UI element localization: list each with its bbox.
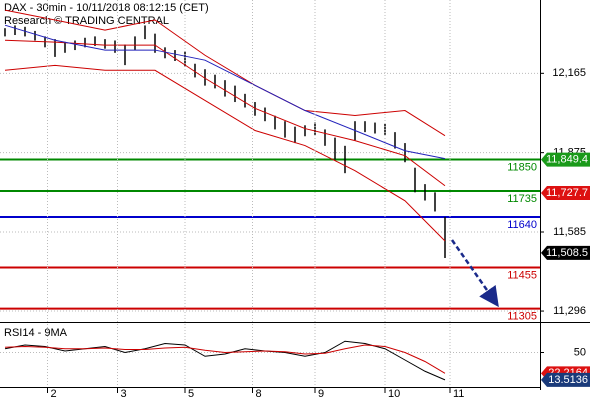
- chart-subtitle: Research © TRADING CENTRAL: [4, 15, 169, 27]
- level-label: 11735: [507, 193, 537, 205]
- y-tick-label: 12,165: [552, 67, 586, 79]
- level-label: 11455: [507, 269, 537, 281]
- price-box: [541, 245, 590, 260]
- rsi-title: RSI14 - 9MA: [4, 327, 68, 339]
- x-tick-label: 2: [51, 388, 57, 400]
- price-box-label: 11,508.5: [546, 247, 588, 259]
- price-box-label: 11,727.7: [546, 187, 588, 199]
- y-tick-label: 11,585: [553, 226, 586, 238]
- chart-title: DAX - 30min - 10/11/2018 08:12:15 (CET): [4, 2, 209, 14]
- series-line: [4, 9, 446, 137]
- y-tick-label: 11,296: [553, 305, 586, 317]
- x-tick-label: 8: [256, 388, 262, 400]
- x-tick-label: 9: [318, 388, 324, 400]
- price-box: [541, 185, 590, 200]
- level-label: 11305: [507, 311, 537, 323]
- price-box-label: 11,849.4: [546, 154, 588, 166]
- price-box: [541, 152, 590, 167]
- series-line: [4, 39, 446, 187]
- x-tick-label: 3: [121, 388, 127, 400]
- y-tick-label: 50: [574, 346, 586, 358]
- x-tick-label: 11: [453, 388, 464, 400]
- level-label: 11640: [507, 219, 537, 231]
- x-tick-label: 10: [388, 388, 400, 400]
- series-line: [4, 64, 446, 242]
- series-line: [4, 344, 446, 374]
- series-line: [4, 24, 446, 160]
- forecast-arrow: [450, 239, 499, 308]
- price-box: [541, 372, 590, 387]
- x-tick-label: 5: [188, 388, 194, 400]
- price-box-label: 13.5136: [548, 374, 588, 386]
- level-label: 11850: [507, 161, 537, 173]
